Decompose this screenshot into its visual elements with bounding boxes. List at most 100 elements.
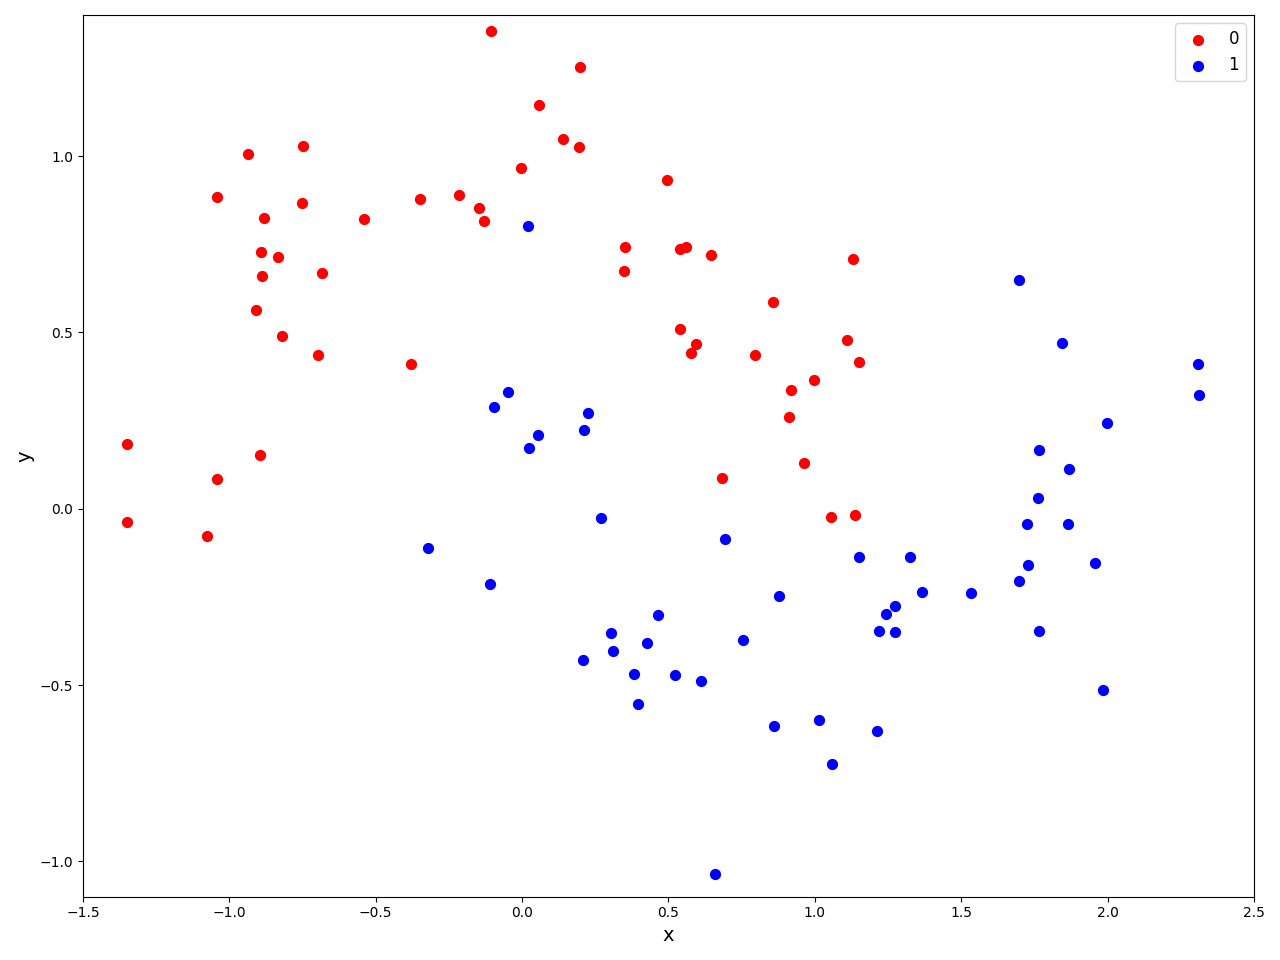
1	[690, 673, 710, 688]
0	[271, 328, 292, 344]
0	[794, 455, 814, 470]
1	[1016, 516, 1037, 532]
1	[822, 756, 842, 772]
0	[353, 211, 374, 227]
1	[1018, 557, 1038, 572]
1	[572, 653, 593, 668]
1	[960, 586, 980, 601]
1	[1009, 273, 1029, 288]
0	[238, 146, 259, 161]
1	[417, 540, 438, 556]
0	[474, 213, 494, 228]
0	[116, 515, 137, 530]
1	[517, 218, 538, 233]
0	[251, 245, 271, 260]
1	[1028, 491, 1048, 506]
1	[600, 625, 621, 640]
0	[311, 266, 332, 281]
1	[591, 510, 612, 525]
1	[664, 667, 685, 683]
1	[704, 866, 724, 881]
0	[669, 241, 690, 256]
0	[207, 189, 228, 204]
1	[573, 422, 594, 438]
0	[529, 98, 549, 113]
1	[884, 598, 905, 613]
0	[712, 470, 732, 486]
Legend: 0, 1: 0, 1	[1175, 23, 1245, 81]
0	[804, 372, 824, 388]
1	[498, 384, 518, 399]
1	[603, 643, 623, 659]
0	[837, 332, 858, 348]
1	[1051, 335, 1071, 350]
0	[480, 23, 500, 38]
1	[1084, 556, 1105, 571]
0	[252, 269, 273, 284]
1	[480, 576, 500, 591]
0	[255, 210, 275, 226]
1	[1189, 387, 1210, 402]
1	[732, 633, 753, 648]
X-axis label: x: x	[663, 926, 675, 945]
0	[613, 263, 634, 278]
0	[268, 250, 288, 265]
1	[625, 666, 645, 682]
0	[116, 436, 137, 451]
1	[1057, 516, 1078, 532]
0	[681, 346, 701, 361]
0	[781, 383, 801, 398]
0	[511, 160, 531, 176]
1	[877, 607, 897, 622]
0	[657, 172, 677, 187]
0	[614, 239, 635, 254]
1	[1092, 683, 1112, 698]
1	[900, 549, 920, 564]
1	[637, 636, 658, 651]
0	[553, 132, 573, 147]
0	[250, 447, 270, 463]
1	[1029, 443, 1050, 458]
1	[577, 405, 598, 420]
1	[867, 723, 887, 738]
0	[669, 321, 690, 336]
0	[849, 354, 869, 370]
1	[1009, 573, 1029, 588]
1	[484, 399, 504, 415]
1	[849, 549, 869, 564]
0	[676, 240, 696, 255]
0	[780, 410, 800, 425]
1	[763, 718, 783, 733]
1	[1188, 356, 1208, 372]
1	[1028, 623, 1048, 638]
1	[518, 441, 539, 456]
0	[246, 302, 266, 318]
0	[845, 508, 865, 523]
0	[410, 191, 430, 206]
1	[768, 588, 788, 604]
0	[570, 59, 590, 74]
0	[842, 252, 863, 267]
0	[401, 356, 421, 372]
1	[1059, 462, 1079, 477]
0	[448, 187, 468, 203]
1	[809, 712, 829, 728]
0	[763, 294, 783, 309]
1	[913, 584, 933, 599]
0	[293, 138, 314, 154]
0	[701, 247, 722, 262]
0	[686, 336, 707, 351]
1	[527, 427, 548, 443]
1	[627, 697, 648, 712]
1	[1097, 415, 1117, 430]
0	[468, 201, 489, 216]
1	[648, 608, 668, 623]
0	[292, 196, 312, 211]
0	[197, 529, 218, 544]
1	[869, 623, 890, 638]
0	[307, 348, 328, 363]
1	[714, 532, 735, 547]
Y-axis label: y: y	[15, 450, 35, 462]
1	[884, 624, 905, 639]
0	[207, 471, 228, 487]
